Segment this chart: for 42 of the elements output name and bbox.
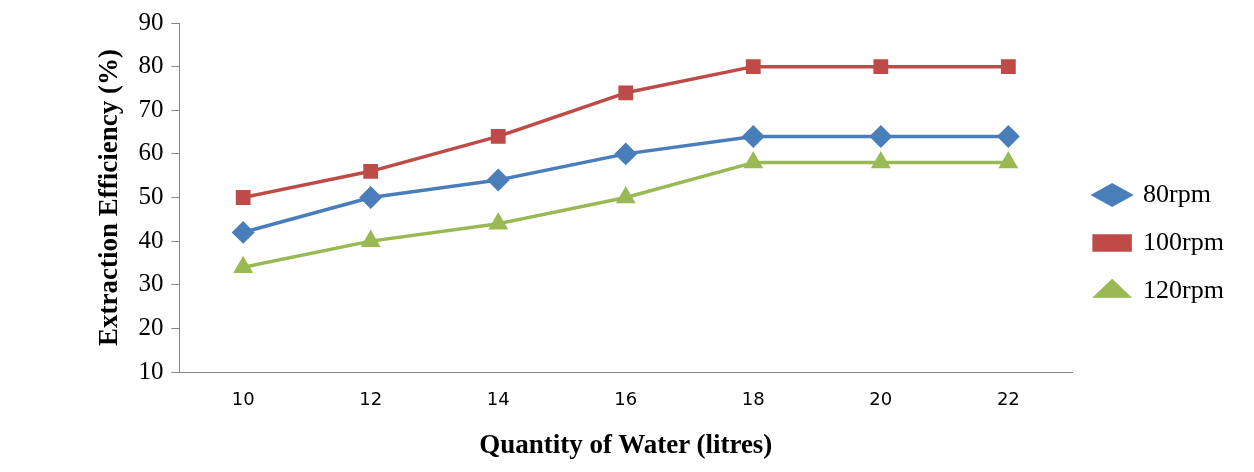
point — [362, 231, 380, 247]
x-tick-label: 14 — [486, 388, 510, 410]
y-axis-title: Extraction Efficiency (%) — [93, 49, 124, 346]
x-tick-label: 22 — [996, 388, 1020, 410]
point — [490, 129, 506, 144]
legend-label: 120rpm — [1143, 274, 1225, 304]
x-tick-label: 20 — [869, 388, 893, 410]
y-tick-label: 50 — [138, 182, 164, 210]
point — [1000, 59, 1016, 75]
point — [487, 169, 509, 191]
point — [997, 125, 1020, 148]
x-tick-label: 18 — [741, 388, 765, 410]
point — [618, 85, 634, 101]
y-tick-label: 60 — [138, 138, 164, 166]
x-tick-label: 16 — [614, 388, 638, 410]
point — [489, 213, 507, 230]
point — [232, 221, 254, 244]
y-tick-label: 20 — [138, 312, 164, 340]
x-axis-title: Quantity of Water (litres) — [479, 428, 773, 459]
point — [615, 143, 637, 165]
point — [744, 152, 762, 169]
legend-label: 80rpm — [1143, 178, 1212, 208]
point — [745, 59, 761, 75]
y-tick-label: 90 — [138, 7, 164, 35]
y-tick-label: 70 — [138, 94, 164, 122]
point — [870, 125, 892, 148]
x-tick-label: 10 — [231, 388, 255, 410]
point — [999, 152, 1018, 169]
y-tick-label: 10 — [138, 356, 164, 384]
y-tick-label: 80 — [138, 51, 164, 79]
point — [742, 125, 765, 148]
y-tick-label: 40 — [138, 225, 164, 253]
point — [233, 255, 253, 274]
point — [235, 190, 251, 205]
point — [363, 163, 379, 179]
point — [873, 59, 889, 75]
legend-label: 100rpm — [1143, 226, 1225, 256]
y-tick-label: 30 — [138, 269, 164, 297]
x-tick-label: 12 — [359, 388, 383, 410]
point — [359, 186, 382, 209]
point — [872, 152, 890, 169]
point — [617, 187, 635, 204]
